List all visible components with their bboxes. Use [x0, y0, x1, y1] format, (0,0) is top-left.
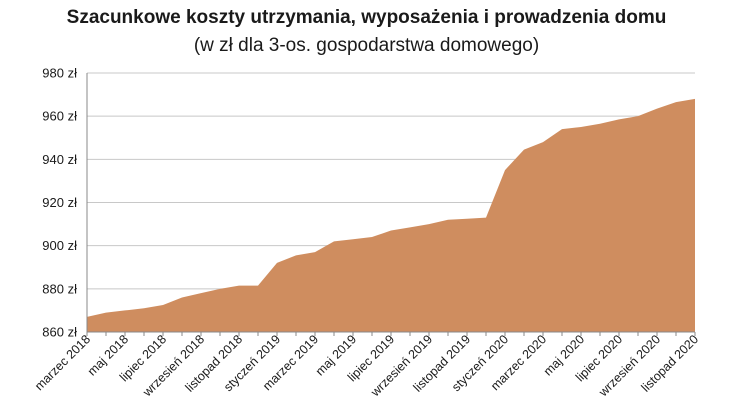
y-tick-label: 940 zł — [42, 152, 77, 167]
area-series — [87, 98, 695, 333]
y-tick-label: 920 zł — [42, 195, 77, 210]
x-tick-label: marzec 2018 — [32, 332, 93, 393]
y-tick-label: 860 zł — [42, 325, 77, 340]
chart-subtitle: (w zł dla 3-os. gospodarstwa domowego) — [193, 35, 540, 56]
y-tick-label: 880 zł — [42, 281, 77, 296]
y-tick-label: 960 zł — [42, 109, 77, 124]
y-tick-label: 900 zł — [42, 238, 77, 253]
y-tick-label: 980 zł — [42, 66, 77, 81]
chart-title: Szacunkowe koszty utrzymania, wyposażeni… — [66, 7, 667, 28]
